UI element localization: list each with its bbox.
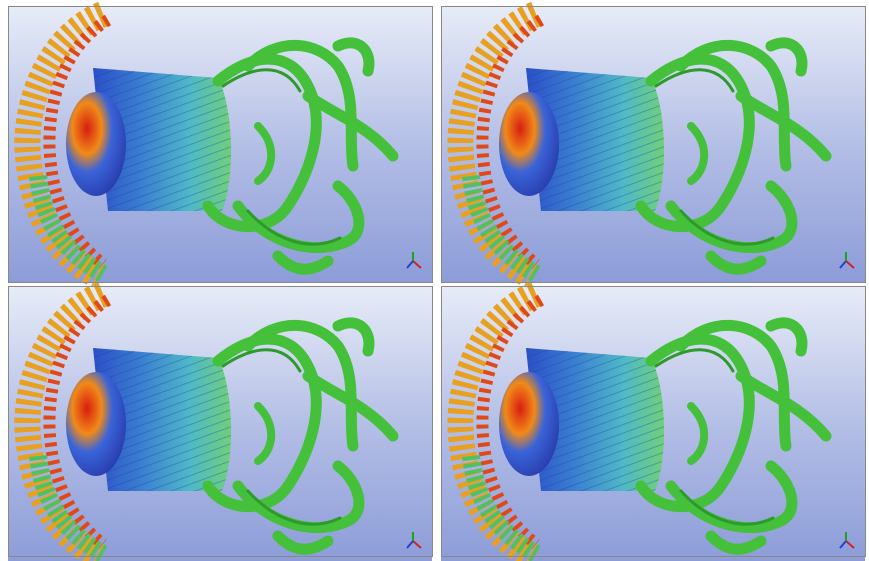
panel-bottom-left	[8, 286, 432, 561]
page	[0, 0, 869, 561]
panel-bottom-right	[441, 286, 865, 561]
figure	[0, 0, 869, 561]
panel-top-left	[8, 6, 432, 282]
panel-top-right	[441, 6, 865, 282]
